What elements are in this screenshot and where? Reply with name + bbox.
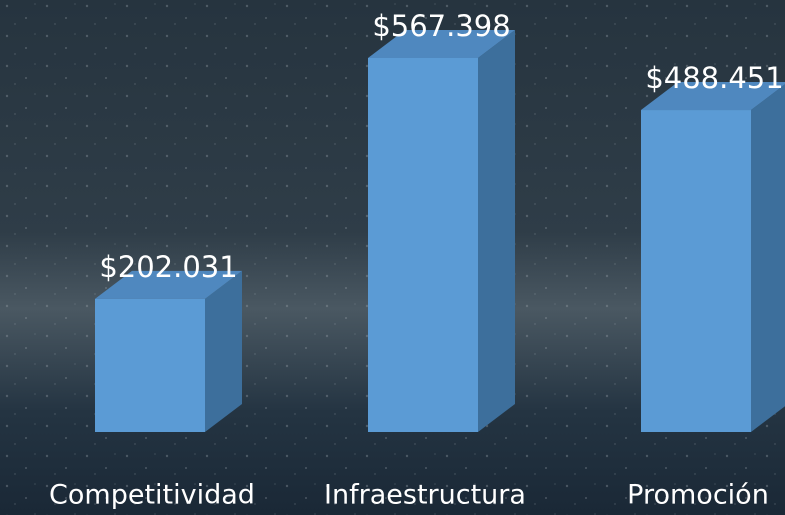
- bar: [95, 299, 205, 432]
- bar: [368, 58, 478, 432]
- value-label: $567.398: [372, 9, 510, 43]
- value-label: $488.451: [645, 61, 783, 95]
- bar-side: [478, 30, 515, 432]
- bar-side: [205, 271, 242, 432]
- chart: $202.031 Competitividad $567.398 Infraestru…: [0, 0, 785, 515]
- value-label: $202.031: [99, 250, 237, 284]
- bar-side: [751, 82, 785, 432]
- x-tick-label: Infraestructura: [324, 480, 526, 511]
- bar: [641, 110, 751, 432]
- x-tick-label: Competitividad: [49, 480, 255, 511]
- x-tick-label: Promoción: [627, 480, 769, 511]
